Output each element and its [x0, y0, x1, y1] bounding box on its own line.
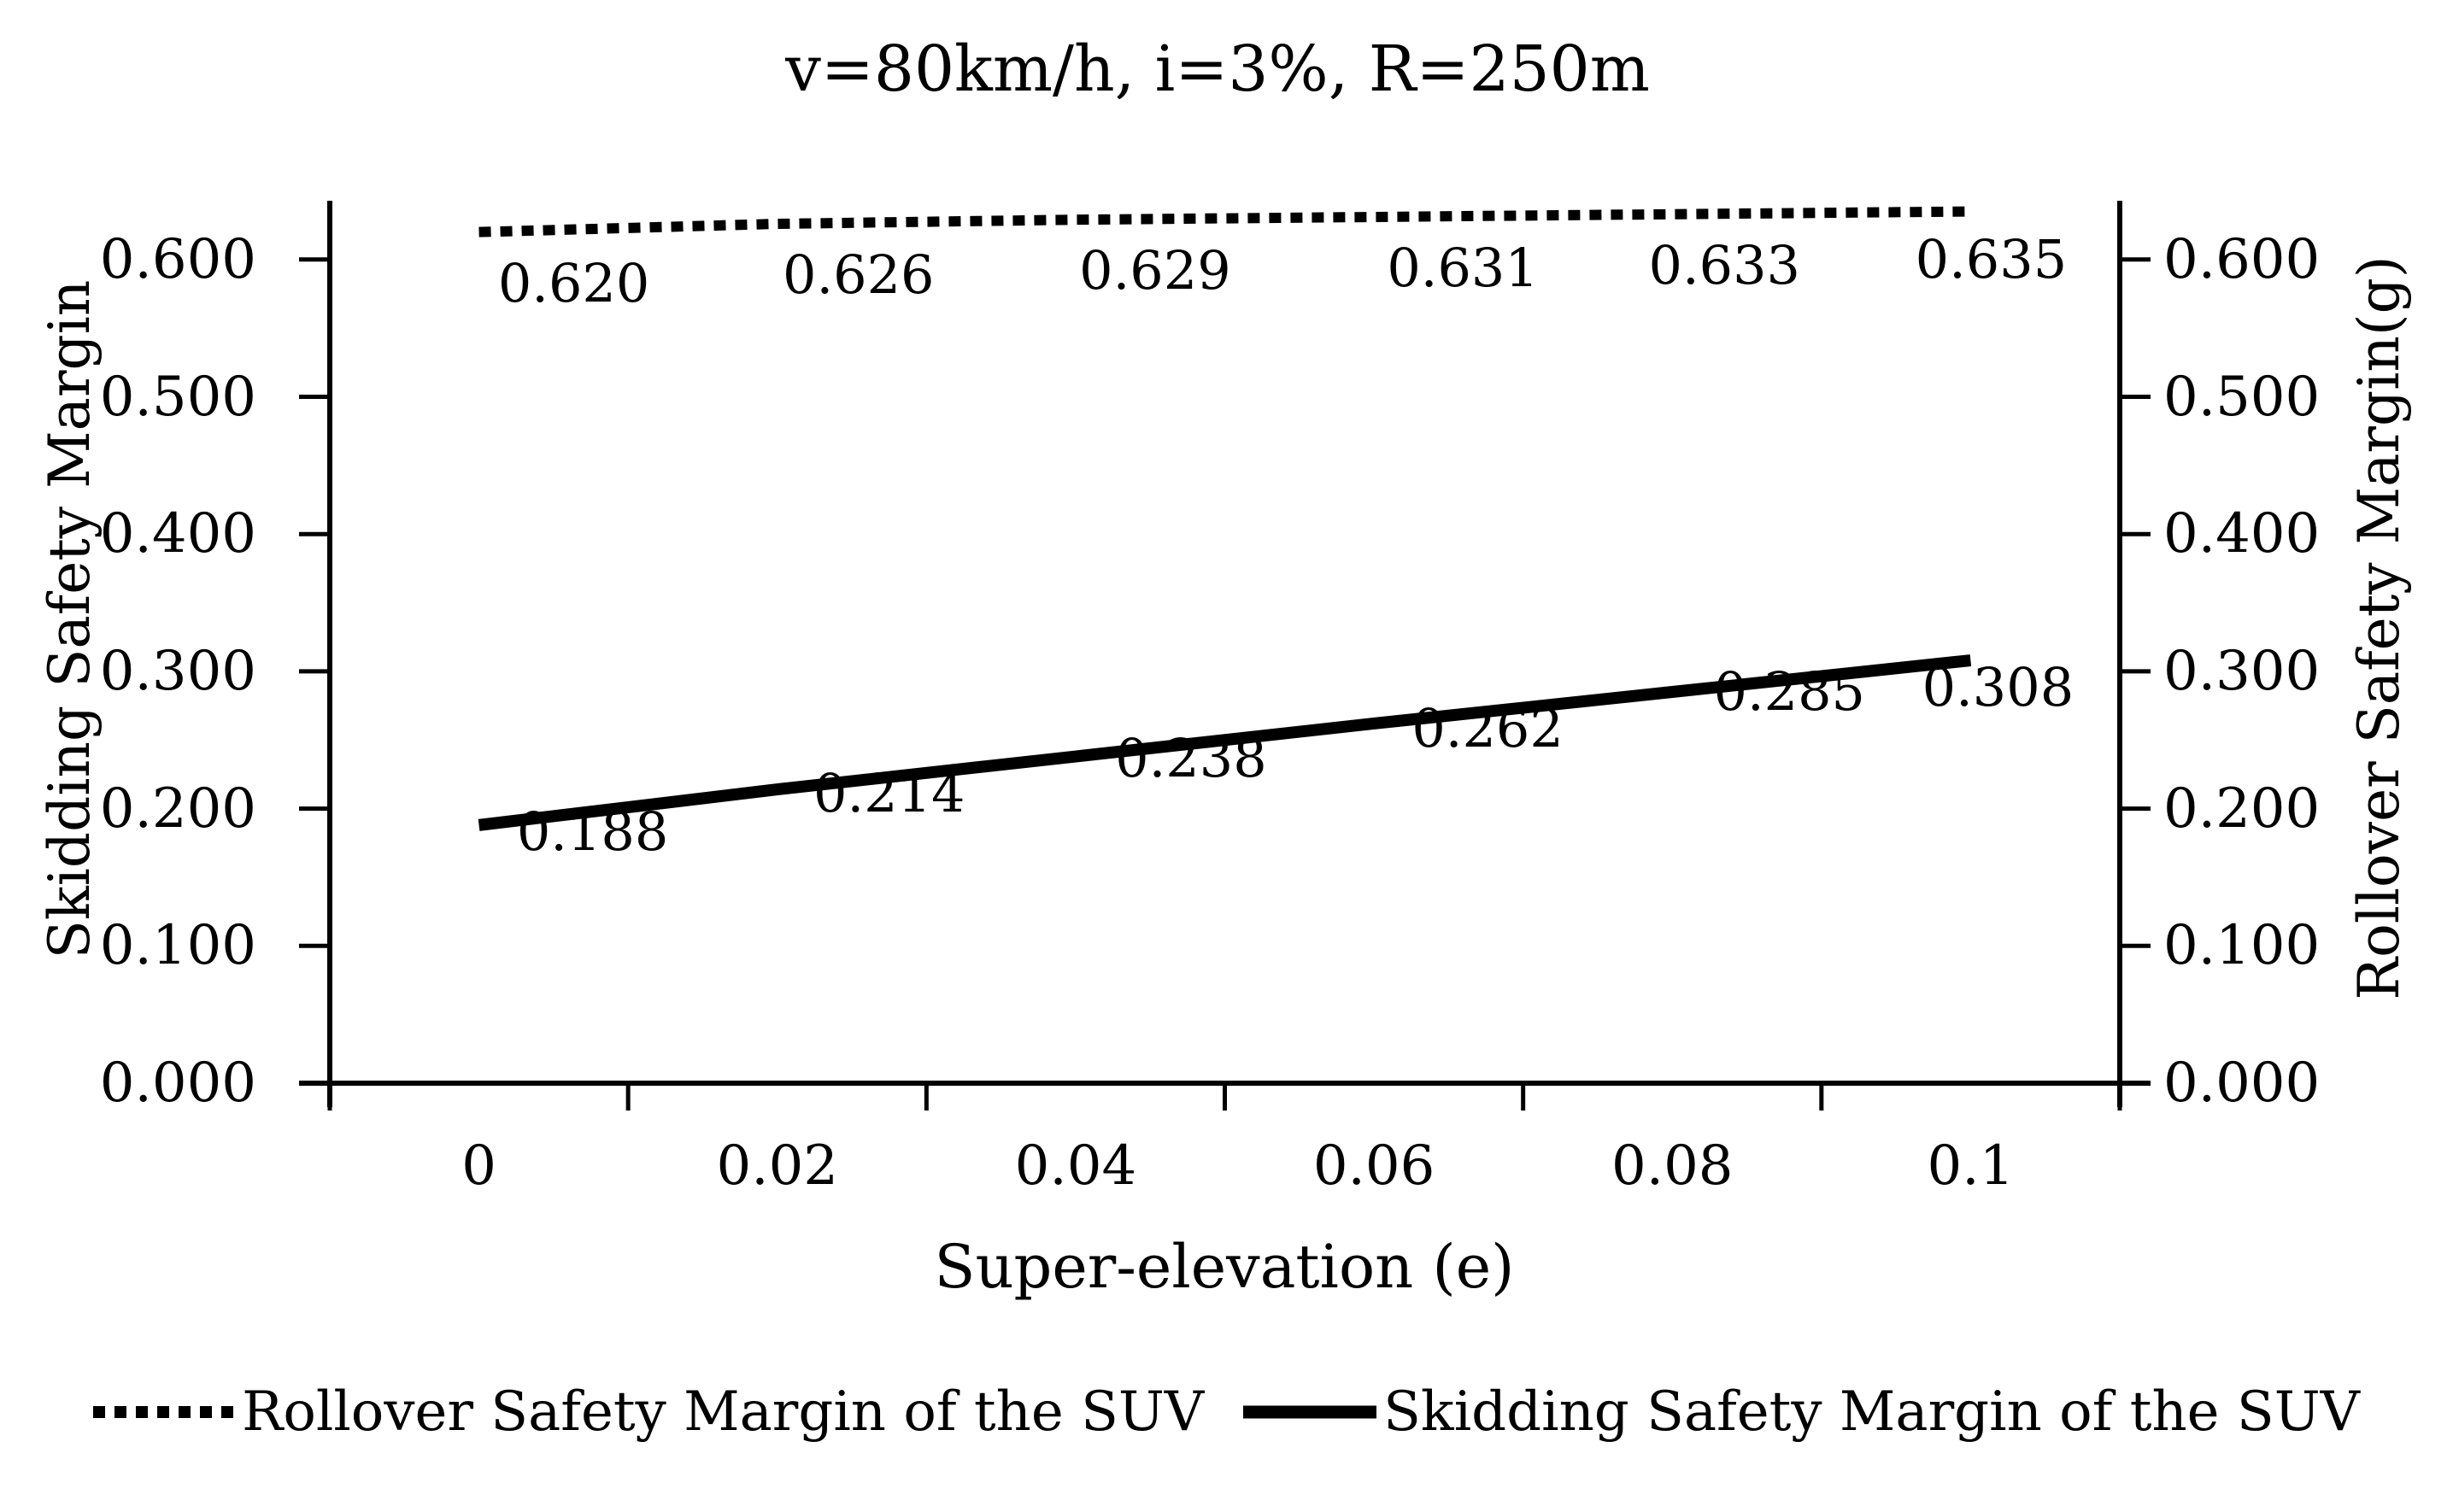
x-tick-label-3: 0.06	[1312, 1134, 1435, 1198]
left-y-tick-label-0: 0.600	[99, 227, 256, 291]
chart-title: v=80km/h, i=3%, R=250m	[785, 32, 1650, 106]
x-tick-label-1: 0.02	[716, 1134, 839, 1198]
legend-entry-rollover: Rollover Safety Margin of the SUV	[93, 1382, 1204, 1442]
right-y-tick-label-0: 0.600	[2163, 227, 2321, 291]
skidding-series-line	[478, 654, 1972, 831]
data-label-rollover-2: 0.629	[1079, 239, 1231, 302]
rollover-series-line	[478, 206, 1971, 237]
left-y-tick-label-5: 0.100	[99, 914, 256, 978]
x-tick-label-4: 0.08	[1611, 1134, 1734, 1198]
left-y-tick-label-2: 0.400	[99, 502, 256, 566]
right-y-tick-label-6: 0.000	[2163, 1052, 2321, 1115]
left-y-tick-label-3: 0.300	[99, 639, 256, 703]
right-y-tick-label-5: 0.100	[2163, 914, 2321, 978]
x-tick-label-5: 0.1	[1927, 1134, 2015, 1198]
data-label-skidding-4: 0.285	[1713, 660, 1866, 723]
data-label-skidding-0: 0.188	[516, 800, 669, 863]
right-y-tick-label-3: 0.300	[2163, 639, 2321, 703]
solid-line-swatch	[1243, 1405, 1377, 1419]
data-label-rollover-0: 0.620	[497, 251, 650, 314]
right-y-tick-label-2: 0.400	[2163, 502, 2321, 566]
legend: Rollover Safety Margin of the SUV Skiddi…	[0, 1382, 2453, 1442]
data-label-skidding-5: 0.308	[1922, 656, 2074, 719]
data-label-rollover-1: 0.626	[783, 243, 935, 307]
right-y-tick-label-1: 0.500	[2163, 365, 2321, 429]
x-tick-label-2: 0.04	[1014, 1134, 1137, 1198]
data-label-rollover-3: 0.631	[1387, 236, 1539, 299]
x-axis-title: Super-elevation (e)	[934, 1232, 1515, 1302]
left-y-tick-label-6: 0.000	[99, 1052, 256, 1115]
data-label-skidding-1: 0.214	[813, 762, 965, 825]
dotted-line-swatch	[93, 1406, 236, 1419]
data-label-rollover-5: 0.635	[1915, 227, 2068, 290]
data-label-rollover-4: 0.633	[1648, 233, 1801, 296]
legend-label-rollover: Rollover Safety Margin of the SUV	[242, 1380, 1205, 1444]
legend-label-skidding: Skidding Safety Margin of the SUV	[1383, 1380, 2360, 1444]
data-label-skidding-3: 0.262	[1411, 696, 1564, 759]
left-y-tick-label-1: 0.500	[99, 365, 256, 429]
legend-entry-skidding: Skidding Safety Margin of the SUV	[1243, 1382, 2360, 1442]
left-y-tick-label-4: 0.200	[99, 777, 256, 841]
x-tick-label-0: 0	[461, 1134, 496, 1198]
right-y-tick-label-4: 0.200	[2163, 777, 2321, 841]
data-label-skidding-2: 0.238	[1115, 726, 1267, 789]
